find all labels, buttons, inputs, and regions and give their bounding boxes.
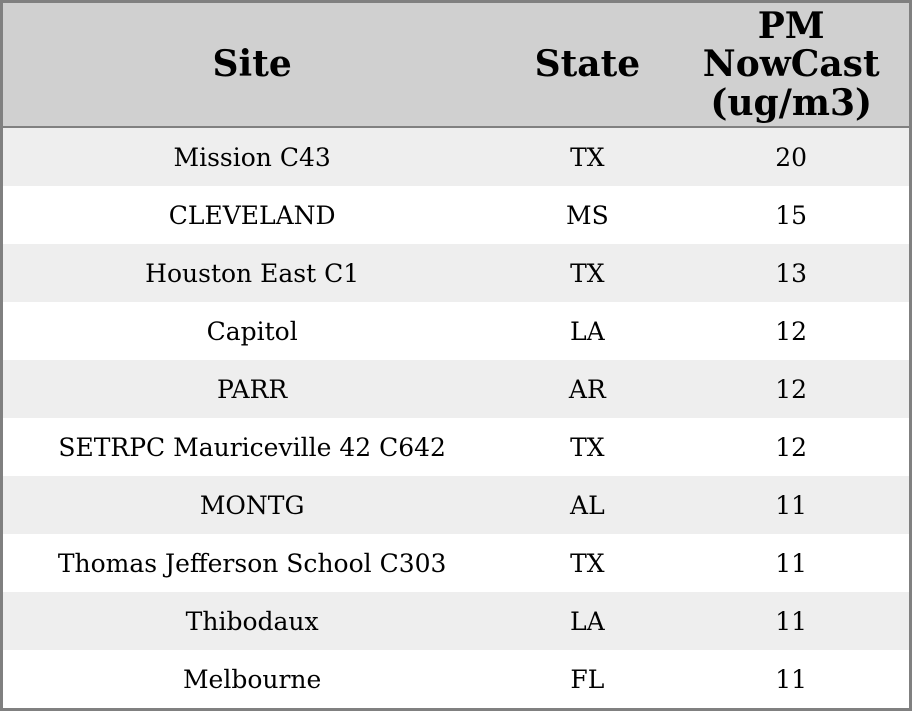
state-cell: LA <box>570 606 605 636</box>
column-header-pm-nowcast: PM NowCast (ug/m3) <box>673 3 909 126</box>
state-cell: TX <box>570 432 605 462</box>
pm-value-cell: 20 <box>775 142 808 172</box>
table-row: CLEVELAND MS 15 <box>3 186 909 244</box>
column-header-pm-line3: (ug/m3) <box>710 81 873 124</box>
site-cell: SETRPC Mauriceville 42 C642 <box>58 432 446 462</box>
site-cell: Mission C43 <box>173 142 331 172</box>
column-header-pm-line1: PM <box>757 5 825 48</box>
table-row: Thibodaux LA 11 <box>3 592 909 650</box>
site-cell: MONTG <box>199 490 305 520</box>
state-cell: MS <box>565 200 609 230</box>
site-cell: Melbourne <box>182 664 322 694</box>
pm-value-cell: 12 <box>775 432 808 462</box>
column-header-site-label: Site <box>212 43 292 86</box>
table-row: SETRPC Mauriceville 42 C642 TX 12 <box>3 418 909 476</box>
site-cell: CLEVELAND <box>168 200 336 230</box>
table-row: Thomas Jefferson School C303 TX 11 <box>3 534 909 592</box>
table-row: Melbourne FL 11 <box>3 650 909 708</box>
pm-value-cell: 12 <box>775 316 808 346</box>
state-cell: AL <box>570 490 605 520</box>
state-cell: TX <box>570 548 605 578</box>
pm-value-cell: 11 <box>775 548 808 578</box>
table-row: MONTG AL 11 <box>3 476 909 534</box>
table-body: Mission C43 TX 20 CLEVELAND MS 15 Housto… <box>3 128 909 708</box>
state-cell: FL <box>570 664 605 694</box>
pm-value-cell: 11 <box>775 664 808 694</box>
pm-value-cell: 11 <box>775 606 808 636</box>
table-header-row: Site State PM NowCast (ug/m3) <box>3 3 909 128</box>
column-header-state: State <box>501 3 673 126</box>
state-cell: LA <box>570 316 605 346</box>
table-row: Mission C43 TX 20 <box>3 128 909 186</box>
state-cell: TX <box>570 258 605 288</box>
table-row: Capitol LA 12 <box>3 302 909 360</box>
column-header-pm-line2: NowCast <box>702 43 880 86</box>
pm-value-cell: 11 <box>775 490 808 520</box>
table-row: PARR AR 12 <box>3 360 909 418</box>
site-cell: Thibodaux <box>185 606 319 636</box>
site-cell: Houston East C1 <box>145 258 360 288</box>
site-cell: Thomas Jefferson School C303 <box>57 548 447 578</box>
site-cell: Capitol <box>206 316 298 346</box>
column-header-site: Site <box>3 3 501 126</box>
pm-value-cell: 12 <box>775 374 808 404</box>
state-cell: AR <box>568 374 606 404</box>
column-header-state-label: State <box>534 43 641 86</box>
site-cell: PARR <box>217 374 288 404</box>
table-row: Houston East C1 TX 13 <box>3 244 909 302</box>
state-cell: TX <box>570 142 605 172</box>
pm-value-cell: 15 <box>775 200 808 230</box>
pm-value-cell: 13 <box>775 258 808 288</box>
